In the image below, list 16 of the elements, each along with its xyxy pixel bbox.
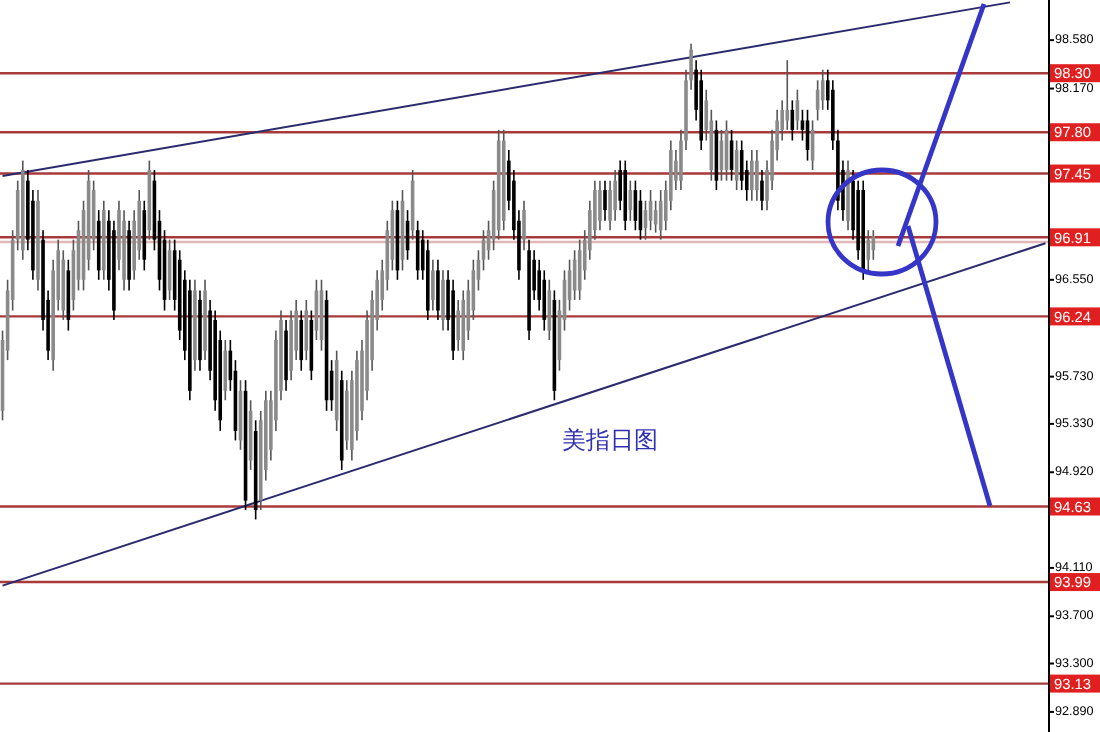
candlestick — [598, 179, 602, 232]
candlestick — [223, 339, 228, 402]
candlestick — [760, 169, 764, 211]
candlestick — [866, 229, 871, 272]
candlestick — [613, 169, 617, 222]
candlestick — [755, 149, 759, 202]
candlestick — [304, 299, 309, 361]
candlestick — [299, 309, 304, 372]
candlestick — [522, 199, 526, 252]
candlestick — [750, 149, 754, 202]
annotation: 美指日图 — [562, 426, 658, 454]
candlestick — [441, 269, 445, 332]
candlestick — [431, 258, 435, 312]
candlestick — [436, 258, 440, 321]
candlestick — [456, 299, 460, 352]
candlestick — [603, 179, 607, 222]
